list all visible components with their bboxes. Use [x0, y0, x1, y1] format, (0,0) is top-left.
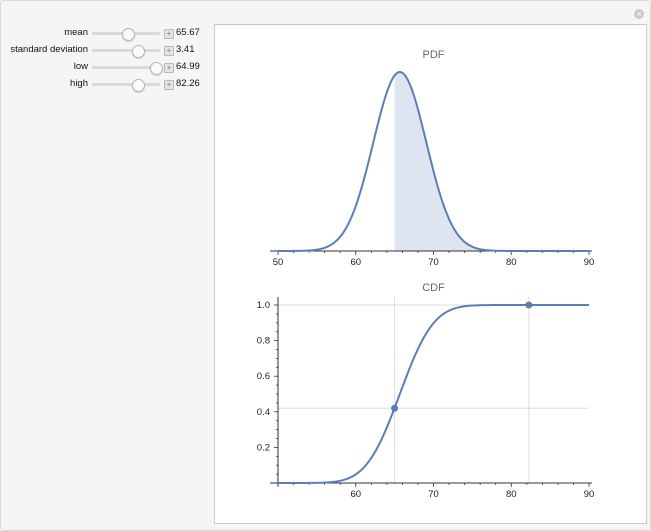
high-value: 82.26 — [176, 78, 200, 89]
pdf-x-tick-label: 80 — [506, 257, 517, 268]
pdf-x-tick-label: 70 — [428, 257, 439, 268]
control-mean: mean + 65.67 — [0, 25, 212, 42]
cdf-x-tick-label: 90 — [584, 489, 595, 500]
mean-slider[interactable] — [92, 28, 160, 41]
close-icon[interactable]: × — [634, 9, 644, 19]
cdf-marker-point — [525, 301, 533, 309]
cdf-title: CDF — [422, 282, 445, 294]
standard-deviation-label: standard deviation — [10, 44, 88, 55]
low-expand-button[interactable]: + — [164, 63, 174, 73]
standard-deviation-slider-thumb[interactable] — [131, 45, 145, 58]
standard-deviation-expand-button[interactable]: + — [164, 46, 174, 56]
high-slider[interactable] — [92, 79, 160, 92]
cdf-curve — [277, 304, 589, 484]
standard-deviation-slider[interactable] — [92, 45, 160, 58]
cdf-x-tick-label: 70 — [428, 489, 439, 500]
low-slider-thumb[interactable] — [150, 62, 164, 75]
cdf-marker-point — [391, 404, 399, 412]
high-expand-button[interactable]: + — [164, 80, 174, 90]
cdf-y-tick-label: 0.4 — [257, 407, 270, 418]
control-low: low + 64.99 — [0, 59, 212, 76]
low-value: 64.99 — [176, 61, 200, 72]
plots-canvas: PDF 50 60 70 80 90 CDF 60 70 80 90 0.2 0.4 0.6 0.8 1.0 — [257, 49, 595, 500]
pdf-x-tick-label: 50 — [273, 257, 284, 268]
cdf-x-tick-label: 60 — [350, 489, 361, 500]
cdf-y-tick-label: 0.8 — [257, 336, 270, 347]
pdf-title: PDF — [423, 49, 445, 61]
low-slider[interactable] — [92, 62, 164, 75]
cdf-y-tick-label: 1.0 — [257, 300, 270, 311]
standard-deviation-value: 3.41 — [176, 44, 195, 55]
cdf-y-tick-label: 0.2 — [257, 442, 270, 453]
pdf-curve — [277, 71, 589, 252]
cdf-x-tick-label: 80 — [506, 489, 517, 500]
control-standard-deviation: standard deviation + 3.41 — [0, 42, 212, 59]
pdf-shaded-area — [394, 72, 529, 251]
high-label: high — [70, 78, 88, 89]
plot-panel: PDF 50 60 70 80 90 CDF 60 70 80 90 0.2 0.4 0.6 0.8 1.0 — [214, 24, 647, 524]
pdf-x-tick-label: 60 — [350, 257, 361, 268]
mean-expand-button[interactable]: + — [164, 29, 174, 39]
mean-value: 65.67 — [176, 27, 200, 38]
mean-label: mean — [64, 27, 88, 38]
high-slider-thumb[interactable] — [131, 79, 145, 92]
pdf-x-tick-label: 90 — [584, 257, 595, 268]
control-high: high + 82.26 — [0, 76, 212, 93]
cdf-y-tick-label: 0.6 — [257, 371, 270, 382]
mean-slider-thumb[interactable] — [122, 28, 136, 41]
low-label: low — [73, 61, 88, 72]
